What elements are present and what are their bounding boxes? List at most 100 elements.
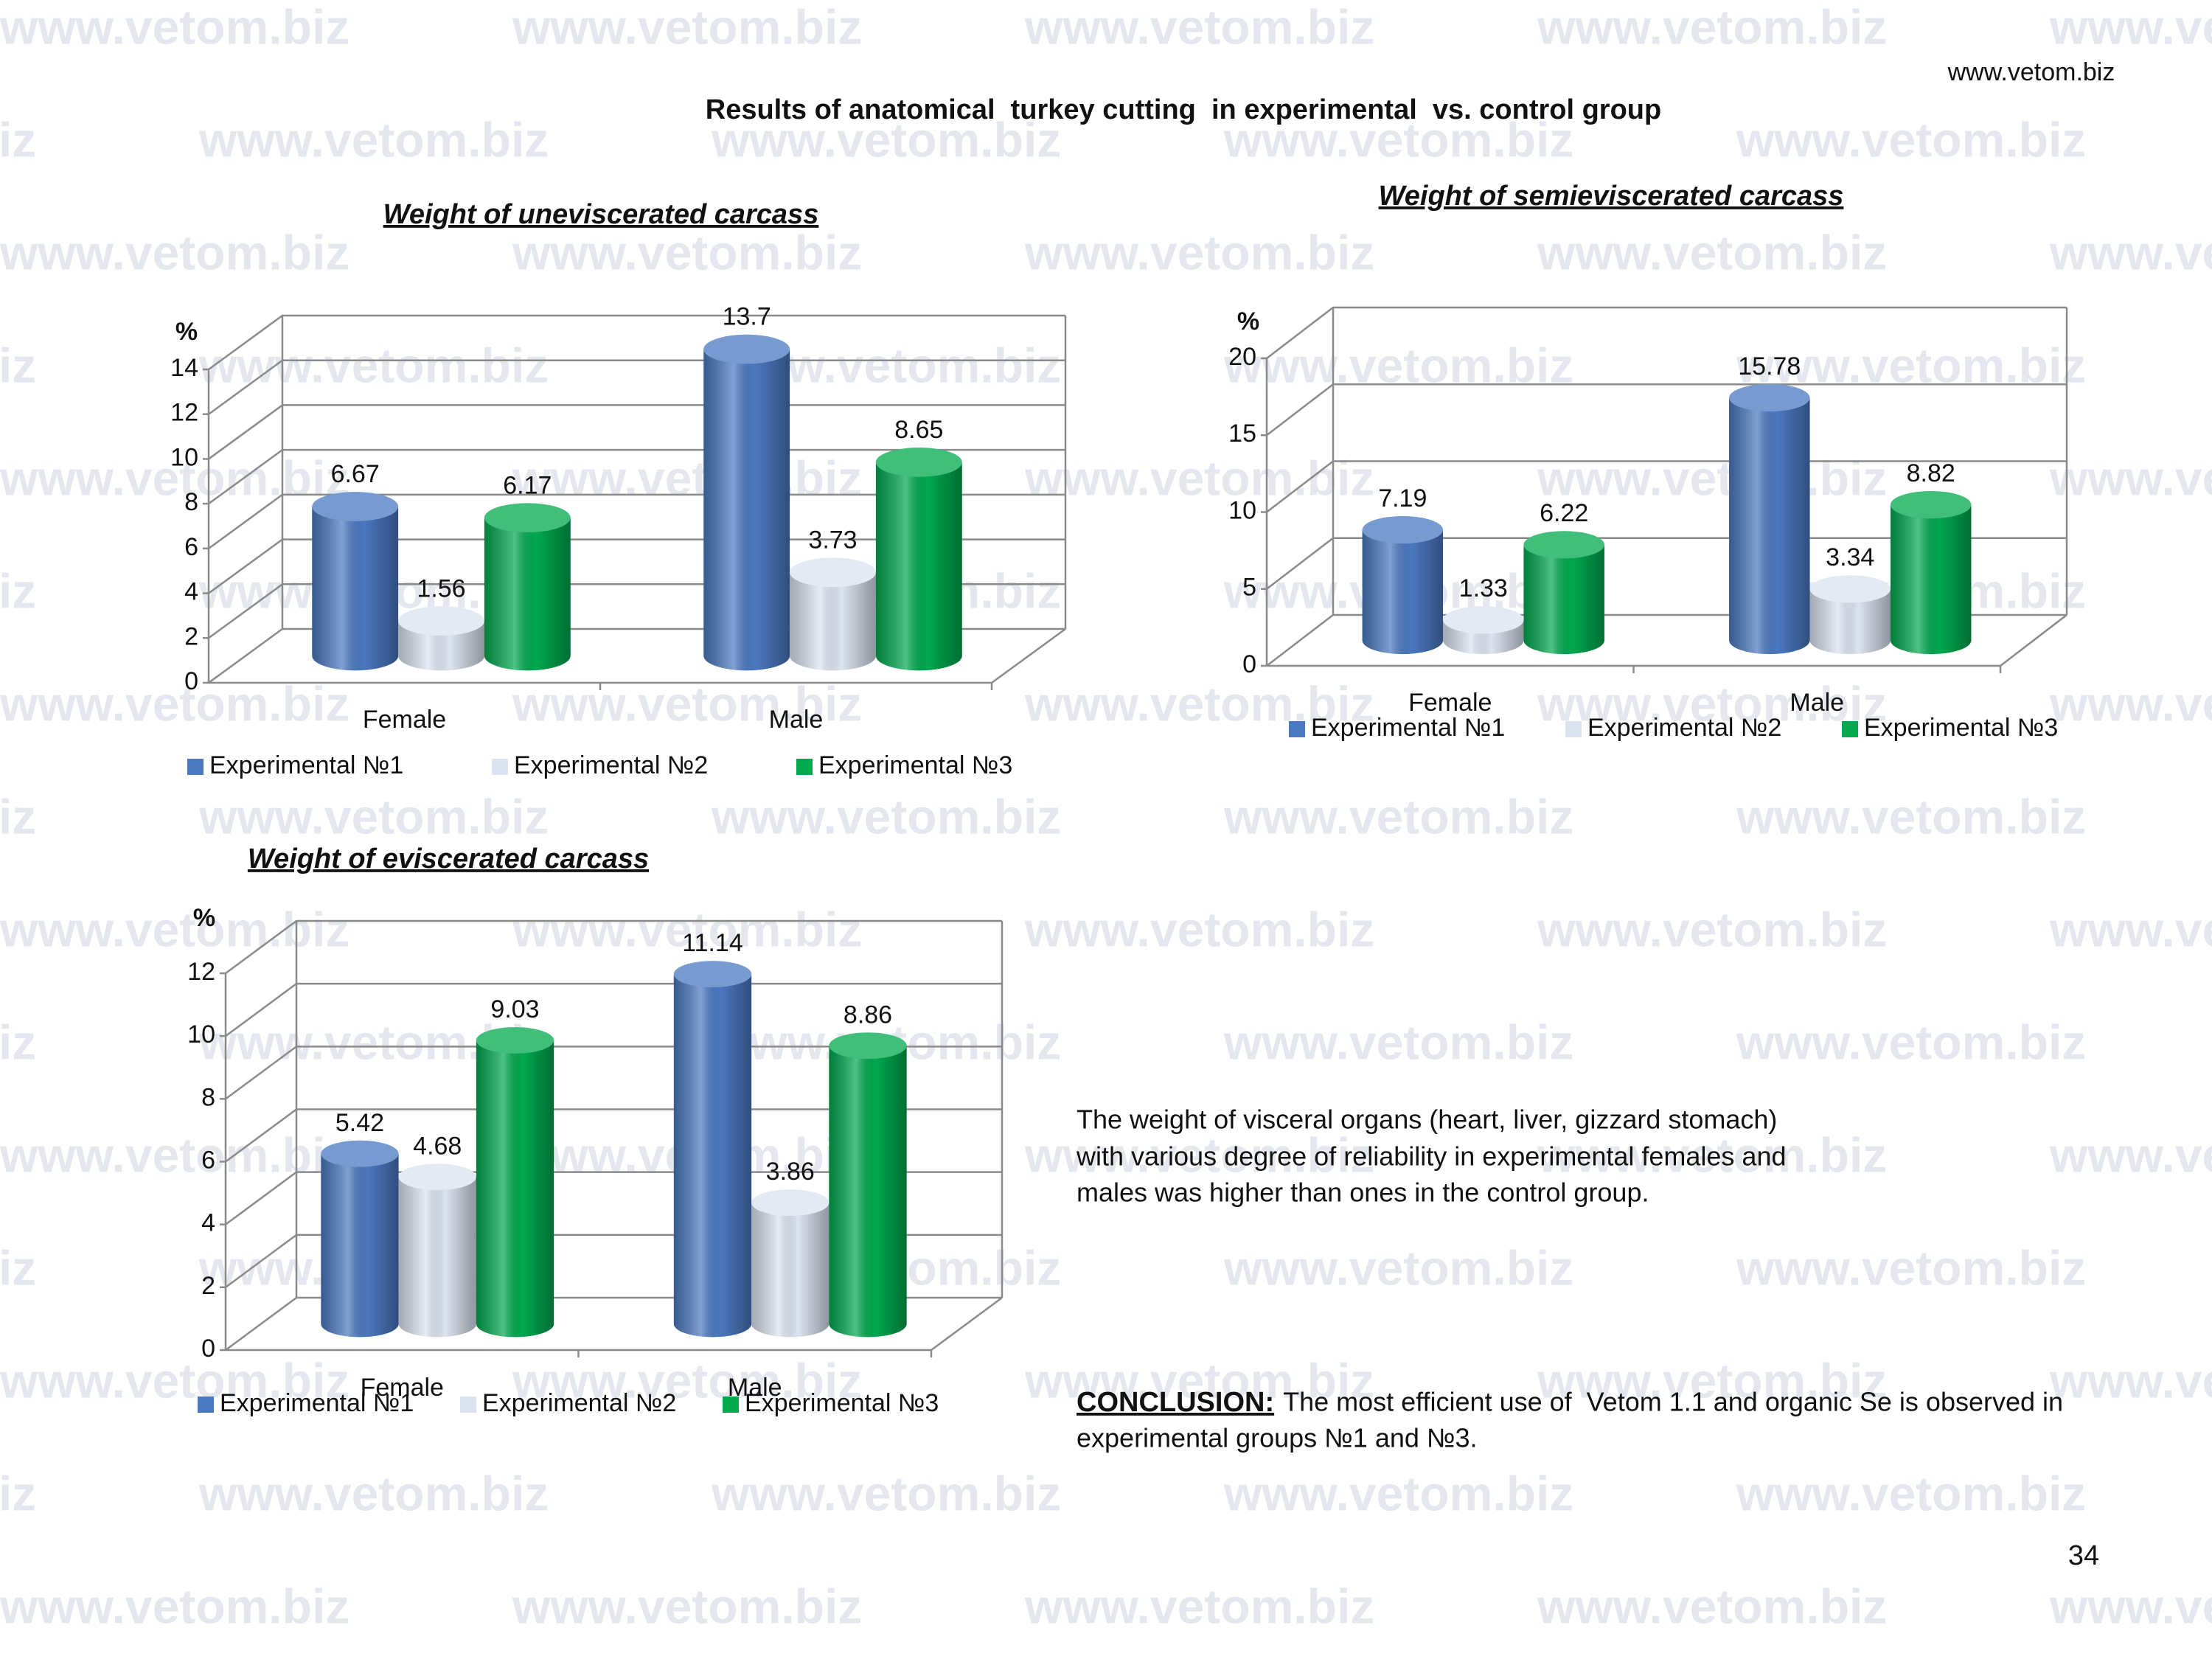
site-url: www.vetom.biz bbox=[1947, 58, 2115, 86]
y-axis-label: % bbox=[193, 904, 215, 932]
chart: Weight of eviscerated carcass 0 2 4 6 8 10 12% F… bbox=[187, 844, 1004, 1417]
legend-label: Experimental №1 bbox=[220, 1389, 414, 1417]
watermark: www.vetom.biz bbox=[512, 1579, 862, 1633]
legend-swatch bbox=[492, 759, 508, 775]
y-axis-label: % bbox=[175, 318, 198, 346]
watermark: www.vetom.biz bbox=[711, 789, 1061, 844]
value-label: 11.14 bbox=[682, 929, 743, 957]
watermark: www.vetom.biz bbox=[0, 563, 36, 618]
grid-line bbox=[225, 1108, 1002, 1163]
y-tick-label: 14 bbox=[170, 354, 198, 382]
watermark: www.vetom.biz bbox=[1024, 0, 1374, 54]
watermark: www.vetom.biz bbox=[1537, 1127, 1887, 1182]
x-tick-label: Male bbox=[769, 706, 824, 734]
bar-top bbox=[321, 1140, 399, 1167]
bar-top-light bbox=[321, 1140, 399, 1167]
value-label: 6.67 bbox=[331, 460, 380, 488]
x-tick-label: Female bbox=[361, 1374, 444, 1402]
bar bbox=[321, 1140, 399, 1338]
watermark: www.vetom.biz bbox=[1736, 1466, 2086, 1520]
watermark: www.vetom.biz bbox=[512, 902, 862, 956]
grid-line bbox=[225, 1046, 1002, 1100]
watermark: www.vetom.biz bbox=[1223, 1015, 1573, 1069]
y-tick-label: 12 bbox=[187, 958, 215, 986]
chart-title: Weight of uneviscerated carcass bbox=[383, 199, 819, 230]
bar-shade bbox=[312, 507, 399, 671]
bar-top bbox=[484, 503, 571, 533]
bar bbox=[790, 557, 876, 671]
bar-top-light bbox=[703, 334, 790, 364]
y-tick-label: 8 bbox=[184, 488, 198, 516]
watermark: www.vetom.biz bbox=[1024, 676, 1374, 731]
bar-top-light bbox=[1362, 515, 1444, 544]
watermark: www.vetom.biz bbox=[0, 789, 36, 844]
value-label: 8.65 bbox=[894, 416, 943, 444]
y-tick-label: 0 bbox=[1242, 650, 1256, 678]
watermark: www.vetom.biz bbox=[512, 1353, 862, 1408]
legend-label: Experimental №2 bbox=[514, 751, 708, 779]
bar-shade bbox=[398, 1177, 476, 1338]
legend-swatch bbox=[1289, 721, 1305, 737]
bar bbox=[673, 961, 752, 1338]
bar-shade bbox=[1809, 588, 1891, 655]
legend-swatch bbox=[1565, 721, 1582, 737]
watermark: www.vetom.biz bbox=[1024, 1579, 1374, 1633]
bar-top-light bbox=[1729, 383, 1810, 412]
conclusion-label: CONCLUSION: bbox=[1077, 1387, 1274, 1418]
watermark: www.vetom.biz bbox=[198, 789, 549, 844]
bar-shade bbox=[484, 518, 571, 671]
y-tick-label: 0 bbox=[201, 1335, 215, 1363]
bar-shade bbox=[790, 572, 876, 671]
bar bbox=[312, 492, 399, 671]
bar-top-light bbox=[673, 961, 752, 988]
bar bbox=[1809, 575, 1891, 655]
watermark: www.vetom.biz bbox=[2049, 1353, 2212, 1408]
conclusion-text: The most efficient use of Vetom 1.1 and … bbox=[1283, 1387, 2063, 1417]
bar-top bbox=[476, 1027, 554, 1054]
legend-label: Experimental №2 bbox=[1587, 714, 1781, 742]
watermark: www.vetom.biz bbox=[2049, 1579, 2212, 1633]
chart: Weight of semieviscerated carcass 0 5 10 15 2… bbox=[1228, 181, 2068, 742]
y-tick-label: 5 bbox=[1242, 574, 1256, 602]
watermark: www.vetom.biz bbox=[1537, 1353, 1887, 1408]
watermark: www.vetom.biz bbox=[0, 338, 36, 392]
watermark: www.vetom.biz bbox=[1537, 451, 1887, 505]
y-tick-label: 12 bbox=[170, 399, 198, 427]
watermark: www.vetom.biz bbox=[2049, 0, 2212, 54]
value-label: 3.73 bbox=[808, 526, 857, 554]
x-tick-label: Female bbox=[363, 706, 446, 734]
watermark: www.vetom.biz bbox=[711, 1466, 1061, 1520]
watermark: www.vetom.biz bbox=[512, 676, 862, 731]
note-line: The weight of visceral organs (heart, li… bbox=[1077, 1105, 1777, 1135]
bar-top bbox=[1890, 490, 1972, 519]
bar bbox=[751, 1189, 830, 1338]
watermark: www.vetom.biz bbox=[1736, 1015, 2086, 1069]
y-tick-label: 10 bbox=[170, 443, 198, 471]
bar-top-light bbox=[751, 1189, 830, 1217]
bar bbox=[829, 1032, 907, 1338]
watermark: www.vetom.biz bbox=[1223, 1466, 1573, 1520]
bar-shade bbox=[703, 349, 790, 671]
watermark: www.vetom.biz bbox=[2049, 902, 2212, 956]
value-label: 13.7 bbox=[723, 303, 771, 331]
grid-line bbox=[208, 493, 1065, 549]
charts: Weight of uneviscerated carcass 0 2 4 6 8 10 12… bbox=[170, 181, 2068, 1417]
bar-shade bbox=[1362, 529, 1444, 655]
bar-top bbox=[1362, 515, 1444, 544]
watermark: www.vetom.biz bbox=[198, 1466, 549, 1520]
bar bbox=[484, 503, 571, 671]
bar-top bbox=[751, 1189, 830, 1217]
value-label: 8.82 bbox=[1907, 459, 1955, 487]
legend-swatch bbox=[198, 1397, 214, 1413]
grid-line bbox=[208, 538, 1065, 594]
note-line: males was higher than ones in the contro… bbox=[1077, 1178, 1649, 1208]
y-tick-label: 6 bbox=[201, 1146, 215, 1174]
y-tick-label: 10 bbox=[187, 1020, 215, 1048]
value-label: 9.03 bbox=[490, 995, 539, 1023]
value-label: 3.34 bbox=[1826, 543, 1874, 571]
watermark: www.vetom.biz bbox=[0, 1240, 36, 1295]
watermark: www.vetom.biz bbox=[1024, 902, 1374, 956]
bar-top-light bbox=[398, 1164, 476, 1191]
conclusion-text: experimental groups №1 and №3. bbox=[1077, 1423, 1478, 1453]
